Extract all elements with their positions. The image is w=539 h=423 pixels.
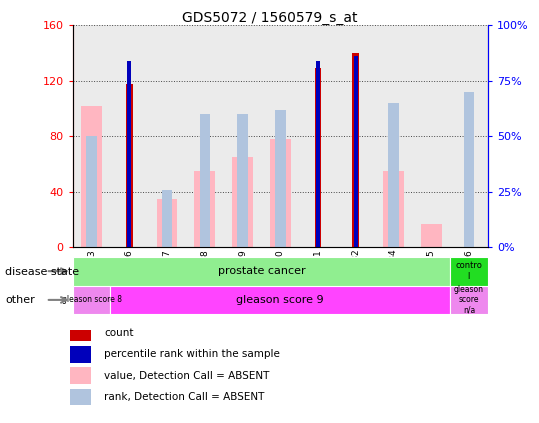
Bar (70, 389, 91, 405)
Bar (128, 61, 132, 247)
Text: disease state: disease state (5, 266, 80, 277)
Bar (199, 114, 210, 247)
Bar (450, 286, 488, 314)
Bar (315, 69, 321, 247)
Text: count: count (105, 328, 134, 338)
Text: gleason score 9: gleason score 9 (237, 295, 324, 305)
Bar (110, 25, 148, 247)
Text: other: other (5, 295, 35, 305)
Bar (388, 103, 399, 247)
Bar (316, 61, 320, 247)
Bar (162, 190, 172, 247)
Bar (353, 53, 359, 247)
Bar (73, 286, 110, 314)
Bar (450, 25, 488, 247)
Bar (383, 171, 404, 247)
Bar (270, 139, 291, 247)
Text: prostate cancer: prostate cancer (218, 266, 305, 276)
Bar (464, 92, 474, 247)
Text: value, Detection Call = ABSENT: value, Detection Call = ABSENT (105, 371, 270, 381)
Bar (232, 157, 253, 247)
Bar (375, 25, 412, 247)
Bar (299, 25, 337, 247)
Bar (70, 324, 91, 341)
Bar (261, 25, 299, 247)
Bar (421, 224, 441, 247)
Bar (110, 286, 450, 314)
Text: gleason
score
n/a: gleason score n/a (454, 285, 484, 315)
Bar (412, 25, 450, 247)
Text: GDS5072 / 1560579_s_at: GDS5072 / 1560579_s_at (182, 11, 357, 25)
Bar (275, 110, 286, 247)
Bar (337, 25, 375, 247)
Text: gleason score 8: gleason score 8 (61, 295, 122, 305)
Bar (81, 106, 102, 247)
Bar (450, 257, 488, 286)
Bar (157, 199, 177, 247)
Bar (354, 57, 358, 247)
Bar (70, 346, 91, 363)
Bar (70, 367, 91, 384)
Text: rank, Detection Call = ABSENT: rank, Detection Call = ABSENT (105, 392, 265, 402)
Bar (224, 25, 261, 247)
Bar (86, 137, 97, 247)
Text: contro
l: contro l (455, 261, 482, 281)
Bar (237, 114, 248, 247)
Bar (126, 84, 133, 247)
Text: percentile rank within the sample: percentile rank within the sample (105, 349, 280, 359)
Bar (73, 25, 110, 247)
Bar (186, 25, 224, 247)
Bar (148, 25, 186, 247)
Bar (195, 171, 215, 247)
